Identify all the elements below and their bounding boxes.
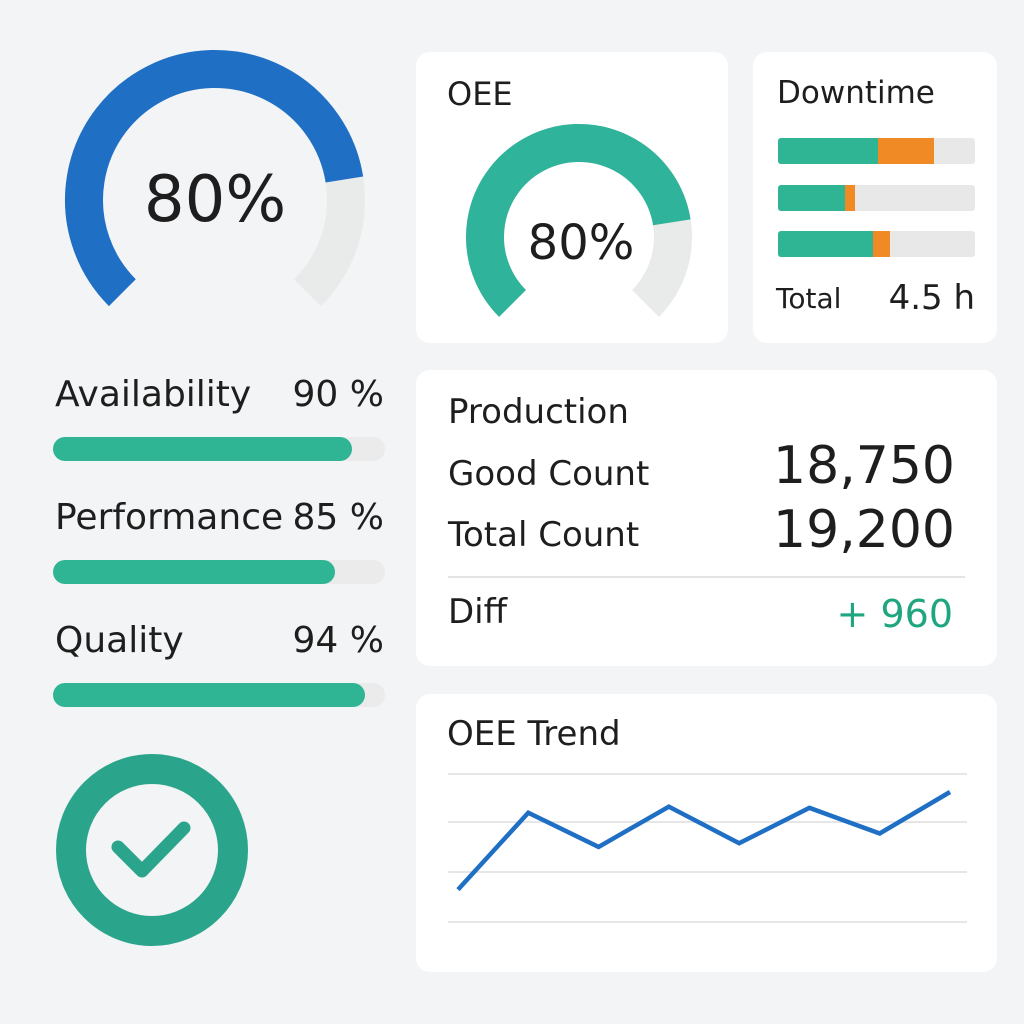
performance-bar-fill [53, 560, 336, 584]
availability-bar [53, 437, 385, 461]
oee-gauge-value: 80% [527, 215, 635, 271]
performance-value: 85 % [292, 497, 384, 538]
downtime-bar-run-segment [778, 231, 873, 257]
good-count-label: Good Count [448, 454, 650, 494]
diff-label: Diff [448, 592, 508, 632]
overall-gauge-fill [65, 50, 364, 307]
downtime-title: Downtime [777, 75, 935, 111]
downtime-bar [778, 231, 975, 257]
availability-value: 90 % [292, 374, 384, 415]
downtime-bar-down-segment [878, 138, 934, 164]
availability-bar-fill [53, 437, 352, 461]
quality-bar [53, 683, 385, 707]
production-card: Production Good Count 18,750 Total Count… [416, 370, 997, 666]
oee-card: OEE 80% [416, 52, 728, 343]
total-count-value: 19,200 [773, 500, 955, 560]
oee-trend-card: OEE Trend [416, 694, 997, 972]
overall-gauge: 80% [60, 45, 370, 315]
total-count-label: Total Count [448, 515, 640, 555]
diff-value: + 960 [836, 592, 953, 636]
downtime-total-value: 4.5 h [888, 278, 975, 318]
oee-title: OEE [447, 75, 513, 113]
good-count-value: 18,750 [773, 436, 955, 496]
downtime-bar [778, 138, 975, 164]
production-title: Production [448, 392, 629, 432]
overall-gauge-arc [65, 50, 365, 307]
downtime-card: Downtime Total 4.5 h [753, 52, 997, 343]
downtime-bar-down-segment [872, 231, 891, 257]
quality-value: 94 % [292, 620, 384, 661]
downtime-bar-run-segment [778, 138, 879, 164]
downtime-total-label: Total [776, 282, 842, 315]
performance-label: Performance [55, 497, 284, 538]
quality-bar-fill [53, 683, 366, 707]
oee-gauge: 80% [461, 117, 701, 362]
availability-label: Availability [55, 374, 252, 415]
oee-gauge-arc [466, 124, 692, 317]
check-circle-icon [52, 750, 252, 950]
quality-label: Quality [55, 620, 184, 661]
production-divider [448, 576, 965, 578]
downtime-bar [778, 185, 975, 211]
downtime-bar-run-segment [778, 185, 845, 211]
oee-trend-chart [448, 773, 967, 923]
performance-bar [53, 560, 385, 584]
overall-gauge-value: 80% [143, 163, 287, 237]
oee-trend-title: OEE Trend [447, 714, 621, 754]
downtime-bar-down-segment [844, 185, 855, 211]
oee-gauge-fill [466, 124, 691, 317]
trend-series-line [456, 790, 952, 892]
